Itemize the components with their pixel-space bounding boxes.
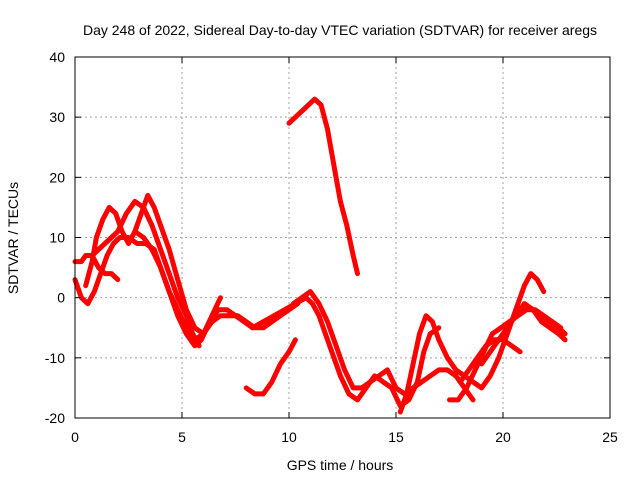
series-arc6 <box>286 96 360 277</box>
series-arc11 <box>457 337 523 385</box>
y-tick-label: 20 <box>49 169 65 185</box>
series-arc1 <box>72 235 442 409</box>
series-arc4 <box>89 253 121 283</box>
data-series <box>72 96 568 415</box>
series-arc9 <box>397 271 547 415</box>
y-tick-label: -20 <box>45 410 65 426</box>
axis-ticks: 0 5 10 15 20 25 -20 -10 0 10 20 30 40 <box>45 49 618 445</box>
x-tick-label: 15 <box>388 429 404 445</box>
series-arc3 <box>83 192 223 337</box>
y-axis-label: SDTVAR / TECUs <box>5 182 21 294</box>
series-arc5 <box>132 229 301 343</box>
y-tick-label: 30 <box>49 109 65 125</box>
x-axis-label: GPS time / hours <box>287 457 394 473</box>
series-arc7 <box>243 337 298 397</box>
y-tick-label: 0 <box>57 290 65 306</box>
x-tick-label: 0 <box>71 429 79 445</box>
x-tick-label: 10 <box>281 429 297 445</box>
series-arc13 <box>521 301 568 343</box>
x-tick-label: 25 <box>602 429 618 445</box>
chart-title: Day 248 of 2022, Sidereal Day-to-day VTE… <box>83 22 597 38</box>
series-arc8 <box>290 289 476 403</box>
y-tick-label: 10 <box>49 230 65 246</box>
y-tick-label: -10 <box>45 350 65 366</box>
x-tick-label: 20 <box>495 429 511 445</box>
y-tick-label: 40 <box>49 49 65 65</box>
x-tick-label: 5 <box>178 429 186 445</box>
